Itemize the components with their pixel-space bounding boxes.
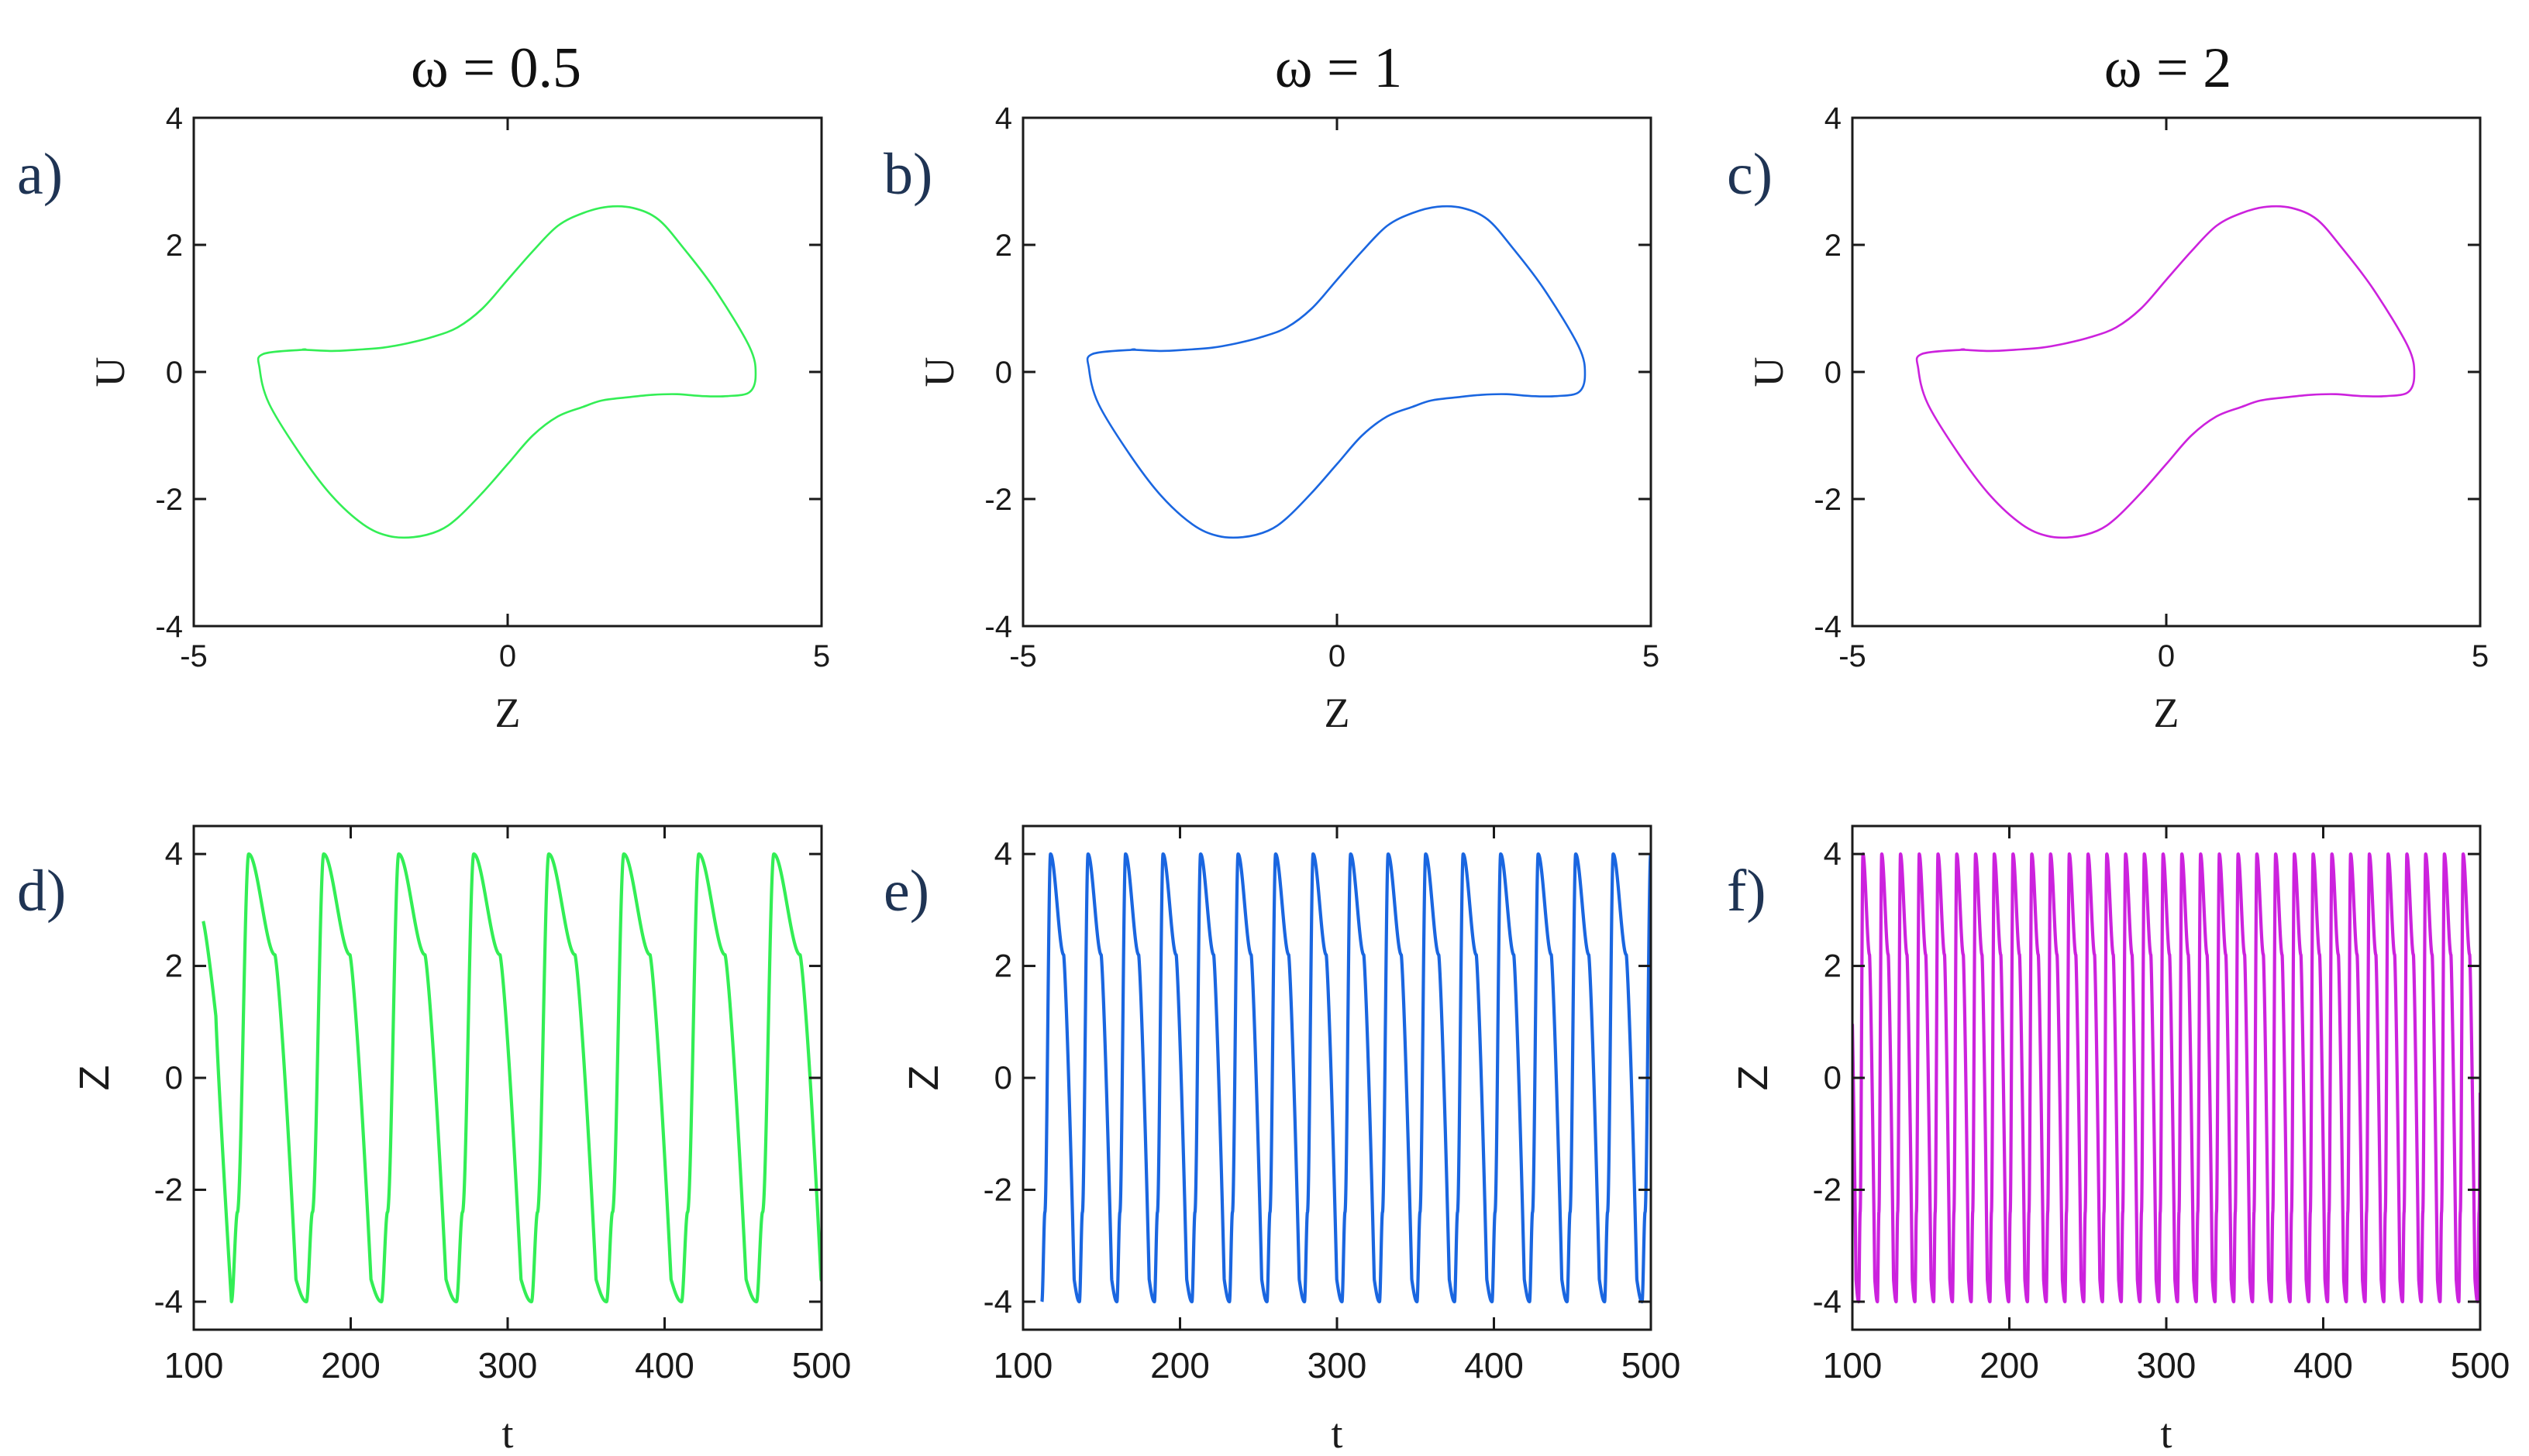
y-tick-label: -2 [1813,1171,1842,1207]
y-tick-label: -4 [155,610,183,644]
x-tick-label: 200 [321,1345,381,1385]
y-tick-label: 4 [166,102,183,136]
x-tick-label: 300 [2137,1345,2197,1385]
y-tick-label: 4 [1824,835,1842,872]
y-tick-label: 4 [1824,102,1842,136]
y-tick-label: 2 [994,948,1012,984]
x-tick-label: 300 [478,1345,538,1385]
time-series-e [1040,852,1651,1303]
y-tick-label: 0 [1824,1059,1842,1096]
y-tick-label: -4 [984,1283,1012,1320]
y-tick-label: -4 [1813,1283,1842,1320]
phase-curve-c [1915,205,2416,539]
x-axis-label: t [1331,1410,1342,1456]
x-tick-label: -5 [1009,639,1037,673]
y-axis-label: Z [71,1065,118,1091]
panel-label-c: c) [1727,142,1773,207]
x-axis-label: t [501,1410,513,1456]
panel-label-d: d) [17,859,66,924]
x-tick-label: 500 [2451,1345,2510,1385]
y-tick-label: -4 [984,610,1012,644]
x-tick-label: 500 [792,1345,852,1385]
x-tick-label: 0 [499,639,516,673]
y-tick-label: -2 [984,483,1012,517]
x-tick-label: -5 [1838,639,1866,673]
x-tick-label: 400 [635,1345,694,1385]
y-axis-label: Z [901,1065,947,1091]
x-tick-label: -5 [180,639,208,673]
x-tick-label: 5 [1642,639,1659,673]
x-axis-label: Z [1325,690,1350,736]
y-tick-label: -2 [984,1171,1012,1207]
y-tick-label: 4 [995,102,1012,136]
y-tick-label: -2 [155,483,183,517]
time-series-f [1852,852,2480,1303]
y-tick-label: 2 [1824,229,1842,263]
y-axis-label: U [87,357,133,387]
axes-frame-c [1851,116,2482,628]
y-tick-label: 4 [994,835,1012,872]
panel-label-e: e) [884,859,929,924]
panel-label-a: a) [17,142,63,207]
y-tick-label: 2 [165,948,183,984]
y-tick-label: 2 [995,229,1012,263]
x-tick-label: 0 [2158,639,2175,673]
panel-b: -5 0 5 -4 -2 0 2 4 Z Ub) [884,102,1659,736]
x-axis-label: t [2160,1410,2172,1456]
y-axis-label: U [1745,357,1792,387]
x-tick-label: 400 [2293,1345,2353,1385]
x-tick-label: 300 [1308,1345,1367,1385]
x-tick-label: 200 [1979,1345,2039,1385]
y-tick-label: -4 [1814,610,1842,644]
phase-curve-a [257,205,757,539]
column-title-2: ω = 1 [1275,36,1402,100]
y-tick-label: 4 [165,835,183,872]
column-title-1: ω = 0.5 [411,36,581,100]
panel-c: -5 0 5 -4 -2 0 2 4 Z Uc) [1727,102,2489,736]
y-tick-label: 2 [1824,948,1842,984]
y-tick-label: 0 [994,1059,1012,1096]
column-title-3: ω = 2 [2104,36,2231,100]
panel-f: 100 200 300 400 500 -4 -2 0 2 4 t Zf) [1727,824,2510,1456]
y-tick-label: -2 [1814,483,1842,517]
time-series-d [202,852,822,1303]
axes-frame-a [192,116,823,628]
x-tick-label: 200 [1150,1345,1210,1385]
panel-d: 100 200 300 400 500 -4 -2 0 2 4 t Zd) [17,824,852,1456]
y-tick-label: 0 [995,356,1012,390]
y-tick-label: 0 [1824,356,1842,390]
x-tick-label: 100 [994,1345,1053,1385]
y-tick-label: -4 [154,1283,183,1320]
x-tick-label: 400 [1464,1345,1524,1385]
axes-frame-d [192,824,823,1331]
y-tick-label: -2 [154,1171,183,1207]
panels: -5 0 5 -4 -2 0 2 4 Z Ua) -5 0 5 -4 -2 0 2 4 Z Ub) -5 0 5 -4 -2 0 2… [17,102,2510,1456]
y-tick-label: 0 [166,356,183,390]
y-axis-label: Z [1730,1065,1776,1091]
x-tick-label: 100 [1823,1345,1883,1385]
x-tick-label: 5 [813,639,830,673]
y-axis-label: U [916,357,963,387]
x-tick-label: 0 [1328,639,1345,673]
y-tick-label: 2 [166,229,183,263]
column-titles: ω = 0.5 ω = 1 ω = 2 [411,36,2231,100]
axes-frame-b [1022,116,1652,628]
phase-curve-b [1086,205,1587,539]
y-tick-label: 0 [165,1059,183,1096]
x-axis-label: Z [2154,690,2179,736]
panel-label-f: f) [1727,859,1766,924]
panel-e: 100 200 300 400 500 -4 -2 0 2 4 t Ze) [884,824,1681,1456]
x-tick-label: 100 [164,1345,224,1385]
panel-label-b: b) [884,142,932,207]
x-axis-label: Z [495,690,521,736]
x-tick-label: 5 [2472,639,2489,673]
panel-a: -5 0 5 -4 -2 0 2 4 Z Ua) [17,102,830,736]
x-tick-label: 500 [1621,1345,1681,1385]
